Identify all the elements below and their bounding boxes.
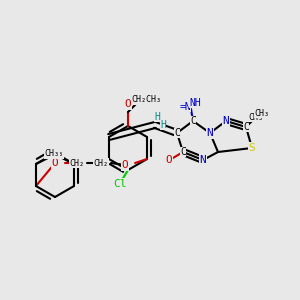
Text: =N: =N — [179, 102, 191, 112]
Text: Cl: Cl — [113, 179, 127, 189]
Text: O: O — [52, 158, 58, 168]
Text: H: H — [160, 120, 166, 130]
Text: N: N — [200, 155, 206, 165]
Text: S: S — [249, 143, 255, 153]
Text: CH₃: CH₃ — [254, 109, 269, 118]
Text: O: O — [166, 155, 172, 165]
Text: CH₂: CH₂ — [70, 158, 85, 167]
Text: CH₃: CH₃ — [48, 149, 63, 158]
Text: C: C — [190, 116, 196, 126]
Text: CH₂CH₃: CH₂CH₃ — [131, 95, 161, 104]
Text: C: C — [180, 147, 186, 157]
Text: CH₃: CH₃ — [248, 112, 263, 122]
Text: O: O — [122, 160, 128, 170]
Text: N: N — [223, 116, 230, 126]
Text: H: H — [154, 112, 160, 122]
Text: C: C — [174, 128, 180, 138]
Text: O: O — [124, 99, 131, 109]
Text: CH₃: CH₃ — [45, 149, 60, 158]
Text: N: N — [207, 128, 213, 138]
Text: NH: NH — [189, 98, 201, 108]
Text: CH₂: CH₂ — [94, 158, 109, 167]
Text: C: C — [243, 122, 249, 132]
